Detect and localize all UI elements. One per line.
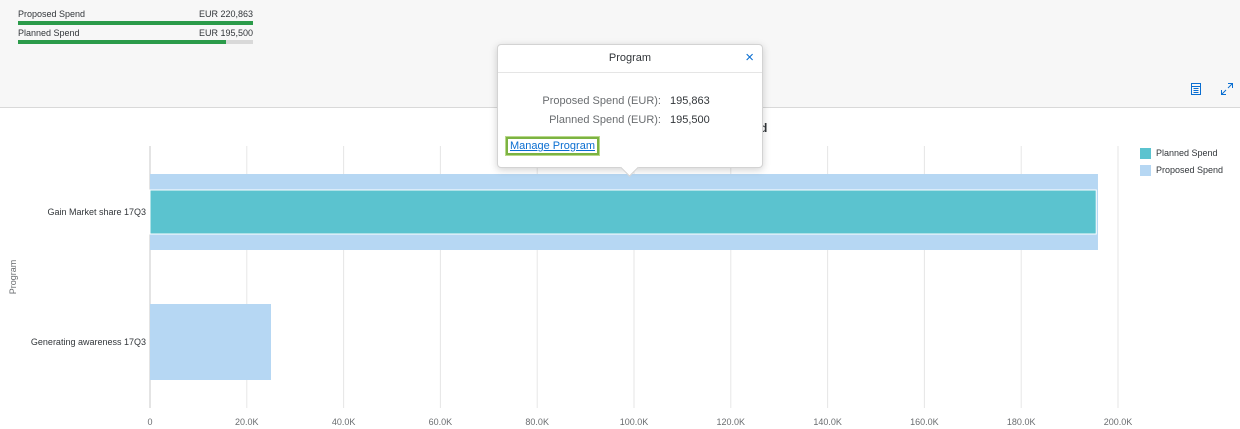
popover-field-label: Proposed Spend (EUR): <box>542 95 661 107</box>
close-icon[interactable]: × <box>745 49 754 66</box>
x-tick-label: 140.0K <box>813 417 842 427</box>
bar-proposed-spend[interactable] <box>150 304 271 380</box>
x-tick-label: 40.0K <box>332 417 356 427</box>
legend-swatch-proposed <box>1140 164 1151 176</box>
kpi-planned-label: Planned Spend <box>18 28 80 38</box>
program-popover: Program × Proposed Spend (EUR): 195,863 P… <box>497 44 763 177</box>
x-tick-label: 80.0K <box>525 417 549 427</box>
kpi-proposed-bar-fill <box>18 21 253 25</box>
legend-label-planned: Planned Spend <box>1156 148 1218 158</box>
fullscreen-icon[interactable] <box>1220 82 1234 96</box>
popover-field-value: 195,863 <box>670 95 710 107</box>
legend-swatch-planned <box>1140 147 1151 159</box>
kpi-planned-bar-fill <box>18 40 226 44</box>
popover-title: Program <box>498 45 762 73</box>
kpi-planned-value: EUR 195,500 <box>198 28 253 38</box>
kpi-planned-spend: Planned Spend EUR 195,500 <box>18 28 253 44</box>
manage-program-link[interactable]: Manage Program <box>505 136 600 156</box>
x-tick-label: 200.0K <box>1104 417 1133 427</box>
popover-field-proposed: Proposed Spend (EUR): 195,863 <box>498 95 710 108</box>
x-tick-label: 20.0K <box>235 417 259 427</box>
y-axis-title: Program <box>8 260 18 295</box>
category-label: Generating awareness 17Q3 <box>31 337 146 347</box>
chart-bars[interactable] <box>149 174 1098 380</box>
table-view-icon[interactable] <box>1189 82 1203 96</box>
x-tick-label: 0 <box>147 417 152 427</box>
chart-legend: Planned Spend Proposed Spend <box>1140 147 1223 181</box>
legend-label-proposed: Proposed Spend <box>1156 165 1224 175</box>
legend-item-proposed[interactable]: Proposed Spend <box>1140 164 1223 176</box>
x-tick-label: 100.0K <box>620 417 649 427</box>
chart-x-tick-labels: 0 20.0K 40.0K 60.0K 80.0K 100.0K 120.0K 140.0K 1… <box>147 417 1132 427</box>
bar-planned-spend[interactable] <box>149 189 1097 235</box>
x-tick-label: 60.0K <box>429 417 453 427</box>
x-tick-label: 180.0K <box>1007 417 1036 427</box>
legend-item-planned[interactable]: Planned Spend <box>1140 147 1223 159</box>
popover-field-label: Planned Spend (EUR): <box>549 114 661 126</box>
chart-title-partial: d <box>760 121 767 135</box>
kpi-proposed-bar <box>18 21 253 25</box>
x-tick-label: 120.0K <box>717 417 746 427</box>
x-tick-label: 160.0K <box>910 417 939 427</box>
popover-field-planned: Planned Spend (EUR): 195,500 <box>498 114 710 127</box>
kpi-planned-bar <box>18 40 253 44</box>
category-label: Gain Market share 17Q3 <box>47 207 146 217</box>
bar-chart: Gain Market share 17Q3 Generating awarene… <box>8 121 1132 427</box>
chart-category-labels: Gain Market share 17Q3 Generating awarene… <box>31 207 146 347</box>
kpi-proposed-spend: Proposed Spend EUR 220,863 <box>18 9 253 25</box>
kpi-proposed-value: EUR 220,863 <box>198 9 253 19</box>
popover-field-value: 195,500 <box>670 114 710 126</box>
kpi-proposed-label: Proposed Spend <box>18 9 86 19</box>
